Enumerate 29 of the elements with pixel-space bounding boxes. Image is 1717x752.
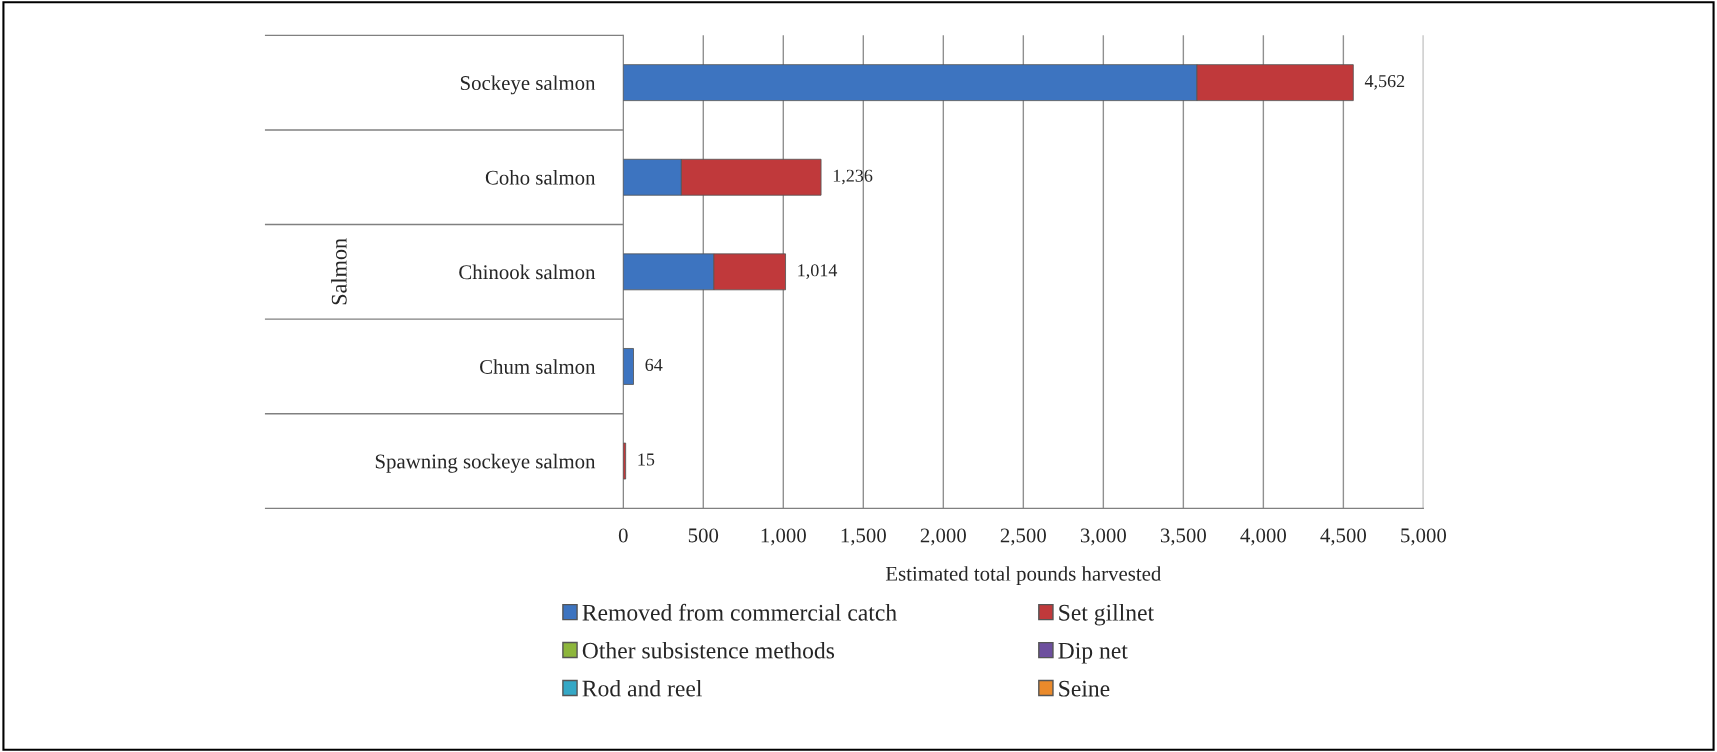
x-tick-label: 3,500: [1160, 528, 1206, 546]
x-tick-label: 2,000: [920, 528, 966, 546]
x-tick-label: 1,000: [761, 528, 806, 546]
legend-label: Other subsistence methods: [582, 641, 835, 659]
x-tick-label: 500: [688, 528, 719, 543]
x-tick-label: 1,500: [841, 528, 886, 546]
total-label: 4,562: [1364, 75, 1405, 90]
legend-label: Dip net: [1058, 642, 1128, 664]
x-tick-label: 0: [618, 528, 628, 543]
legend-label: Set gillnet: [1059, 604, 1154, 626]
legend-label: Removed from commercial catch: [582, 603, 897, 621]
y-tick-label: Coho salmon: [485, 170, 596, 185]
x-tick-label: 4,500: [1320, 528, 1367, 546]
x-tick-label: 2,500: [1000, 528, 1046, 546]
x-tick-label: 3,000: [1080, 528, 1126, 546]
x-tick-label: 4,000: [1240, 528, 1287, 546]
legend-label: Rod and reel: [582, 679, 702, 697]
x-tick-label: 5,000: [1401, 528, 1447, 546]
y-tick-label: Chum salmon: [480, 359, 596, 374]
x-axis-title: Estimated total pounds harvested: [885, 566, 1162, 586]
legend-label: Seine: [1059, 680, 1110, 697]
y-tick-label: Sockeye salmon: [460, 75, 596, 95]
y-axis-title: Salmon: [331, 238, 347, 305]
total-label: 1,014: [798, 264, 838, 279]
y-tick-label: Chinook salmon: [459, 264, 596, 280]
total-label: 64: [645, 358, 663, 371]
y-tick-label: Spawning sockeye salmon: [375, 453, 596, 473]
total-label: 1,236: [833, 169, 873, 185]
total-label: 15: [638, 453, 655, 466]
